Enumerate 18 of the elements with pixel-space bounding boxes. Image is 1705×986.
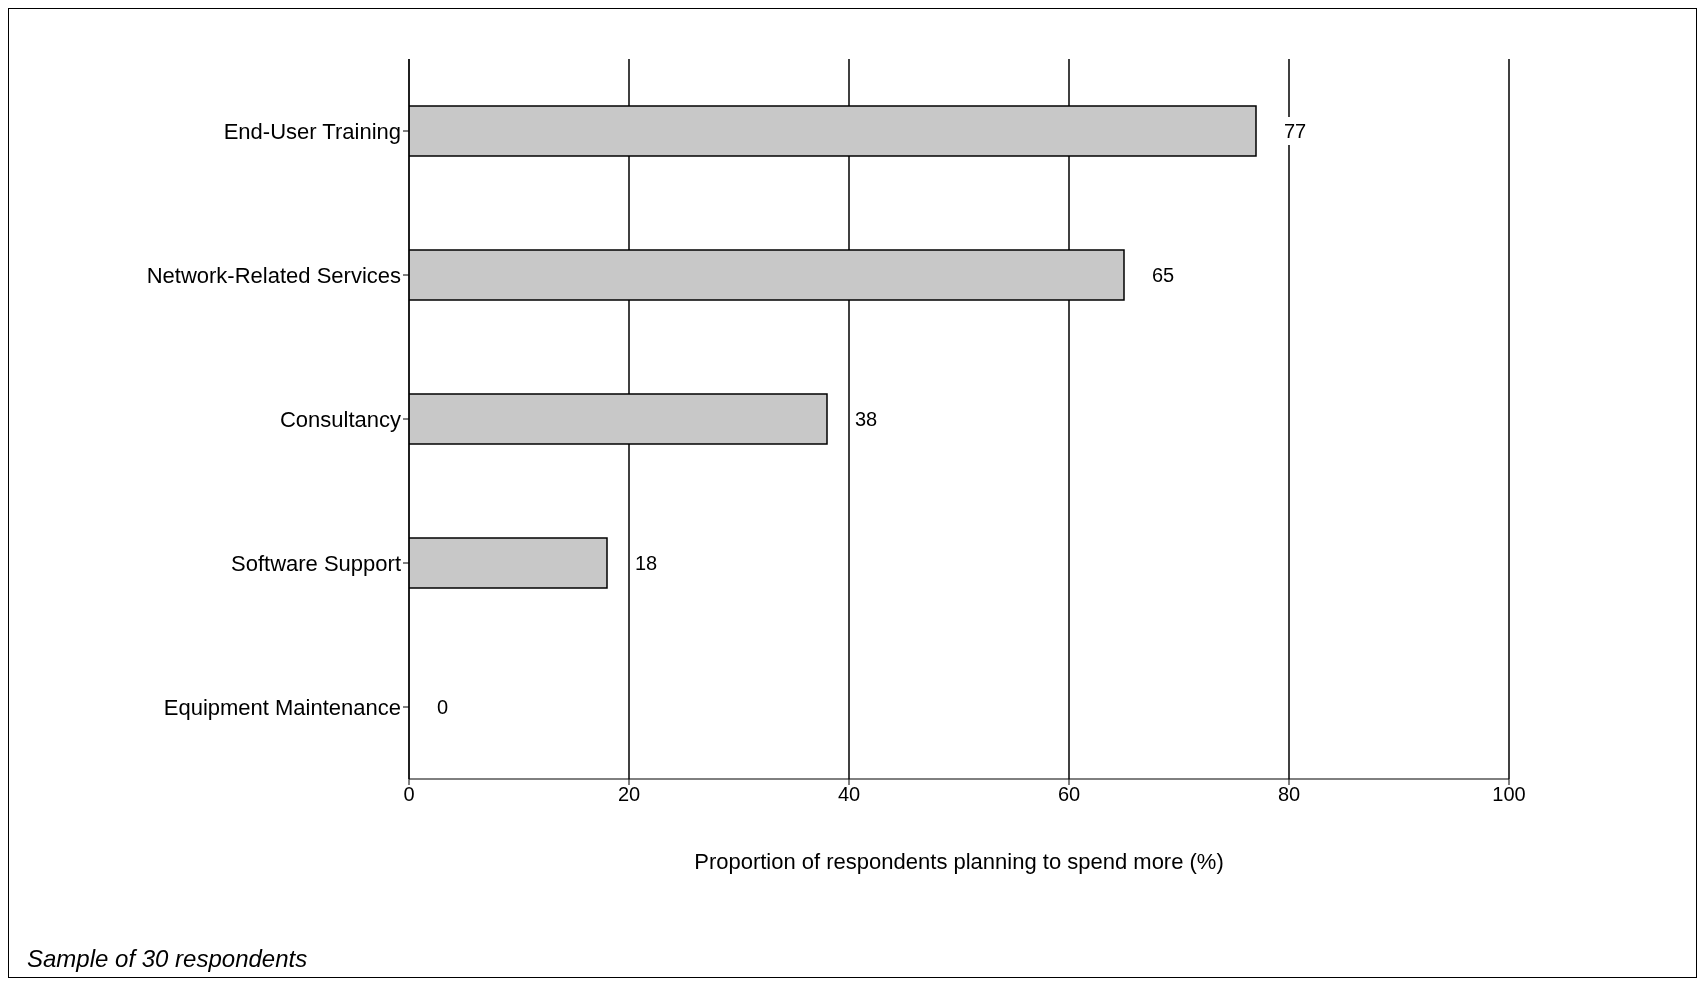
x-axis-title: Proportion of respondents planning to spend more (%)	[694, 849, 1224, 874]
y-tick-label: Software Support	[231, 550, 401, 576]
x-tick-label: 60	[1057, 783, 1081, 806]
x-tick-label: 40	[837, 783, 861, 806]
data-label: 38	[855, 408, 878, 430]
y-tick-label: End-User Training	[223, 118, 401, 144]
x-tick-label: 80	[1277, 783, 1301, 806]
y-tick-label: Equipment Maintenance	[163, 694, 401, 720]
data-label: 18	[635, 552, 658, 574]
y-tick-label: Network-Related Services	[146, 262, 401, 288]
y-tick-label: Consultancy	[279, 406, 401, 432]
data-label: 0	[437, 696, 449, 718]
data-label: 65	[1152, 264, 1175, 286]
x-tick-label: 100	[1492, 783, 1526, 806]
x-tick-label: 20	[617, 783, 641, 806]
data-label: 77	[1284, 120, 1307, 142]
text: Sample of 30 respondents	[27, 945, 308, 973]
x-tick-label: 0	[403, 783, 415, 806]
